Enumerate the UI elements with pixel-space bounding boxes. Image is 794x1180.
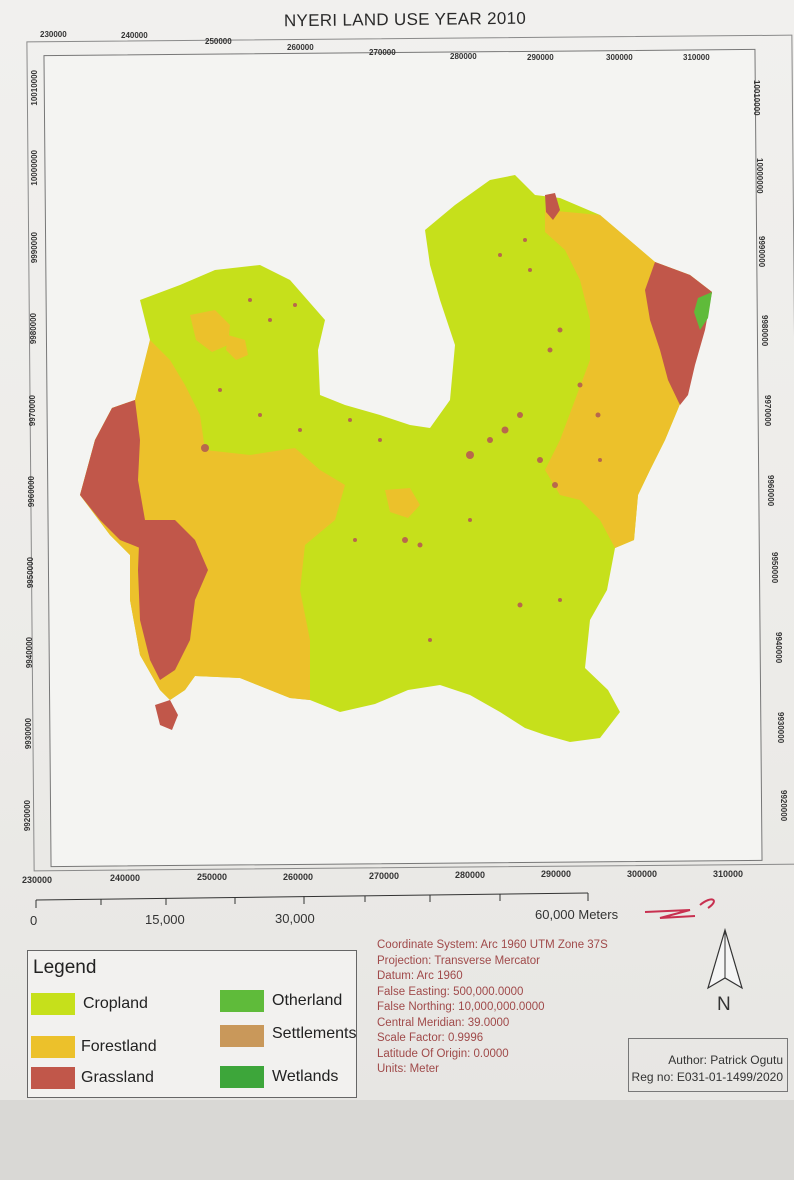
crs-line: Scale Factor: 0.9996 bbox=[377, 1032, 484, 1044]
coordinate-system-info: Coordinate System: Arc 1960 UTM Zone 37S… bbox=[377, 938, 608, 1078]
northing-tick-right: 10000000 bbox=[755, 158, 764, 194]
north-arrow-icon bbox=[706, 927, 744, 990]
easting-tick-bottom: 290000 bbox=[541, 869, 572, 879]
legend-label-grassland: Grassland bbox=[81, 1069, 154, 1086]
grassland-west-2 bbox=[138, 520, 208, 680]
legend-swatch-otherland bbox=[220, 990, 264, 1012]
crs-line: Central Meridian: 39.0000 bbox=[377, 1016, 510, 1029]
legend-label-otherland: Otherland bbox=[272, 992, 343, 1009]
northing-tick-right: 9930000 bbox=[776, 712, 785, 744]
forestland-patch bbox=[190, 310, 230, 352]
legend: Legend Cropland Forestland Grassland Oth… bbox=[27, 950, 357, 1098]
crs-line: Coordinate System: Arc 1960 UTM Zone 37S bbox=[377, 939, 608, 951]
author-name: Author: Patrick Ogutu bbox=[668, 1053, 783, 1067]
forestland-patch bbox=[385, 488, 420, 518]
easting-tick-bottom: 300000 bbox=[627, 869, 658, 879]
northing-tick-right: 9950000 bbox=[770, 552, 779, 584]
crs-line: Latitude Of Origin: 0.0000 bbox=[377, 1047, 509, 1060]
legend-label-settlements: Settlements bbox=[272, 1025, 357, 1042]
easting-tick-bottom: 310000 bbox=[713, 869, 744, 879]
legend-swatch-cropland bbox=[31, 993, 75, 1015]
easting-tick-top: 280000 bbox=[450, 52, 477, 61]
grassland-west bbox=[80, 400, 145, 548]
easting-tick-top: 270000 bbox=[369, 48, 396, 57]
easting-tick-bottom: 250000 bbox=[197, 872, 228, 882]
crs-line: Projection: Transverse Mercator bbox=[377, 954, 540, 967]
easting-tick-top: 260000 bbox=[287, 43, 314, 52]
crs-line: False Northing: 10,000,000.0000 bbox=[377, 1001, 545, 1013]
easting-tick-bottom: 230000 bbox=[22, 875, 53, 885]
northing-tick-right: 9940000 bbox=[774, 632, 783, 664]
easting-tick-bottom: 270000 bbox=[369, 871, 400, 881]
page-edge bbox=[0, 1100, 794, 1180]
easting-tick-top: 290000 bbox=[527, 53, 554, 62]
registration-number: Reg no: E031-01-1499/2020 bbox=[631, 1070, 783, 1084]
legend-label-wetlands: Wetlands bbox=[272, 1068, 339, 1085]
legend-swatch-settlements bbox=[220, 1025, 264, 1047]
grassland-northeast bbox=[545, 193, 560, 220]
easting-tick-bottom: 260000 bbox=[283, 872, 314, 882]
easting-tick-top: 230000 bbox=[40, 30, 67, 39]
grassland-south-tip bbox=[155, 700, 178, 730]
legend-swatch-forestland bbox=[31, 1036, 75, 1058]
legend-swatch-grassland bbox=[31, 1067, 75, 1089]
pen-scribble bbox=[644, 898, 715, 919]
easting-tick-top: 300000 bbox=[606, 53, 633, 62]
easting-tick-bottom: 240000 bbox=[110, 873, 141, 883]
author-box: Author: Patrick Ogutu Reg no: E031-01-14… bbox=[628, 1038, 788, 1092]
legend-swatch-wetlands bbox=[220, 1066, 264, 1088]
crs-line: Units: Meter bbox=[377, 1063, 439, 1075]
otherland-patch bbox=[694, 292, 712, 330]
north-label: N bbox=[717, 994, 731, 1015]
legend-label-cropland: Cropland bbox=[83, 995, 148, 1012]
easting-tick-bottom: 280000 bbox=[455, 870, 486, 880]
forestland-patch bbox=[226, 335, 248, 360]
legend-title: Legend bbox=[33, 957, 97, 978]
grassland-speckles bbox=[201, 238, 602, 642]
scale-label: 15,000 bbox=[145, 912, 185, 927]
scale-label: 60,000 Meters bbox=[535, 907, 619, 922]
northing-tick-right: 9960000 bbox=[766, 475, 775, 507]
easting-tick-top: 240000 bbox=[121, 31, 148, 40]
crs-line: False Easting: 500,000.0000 bbox=[377, 985, 524, 998]
easting-tick-top: 310000 bbox=[683, 53, 710, 62]
northing-tick-right: 9980000 bbox=[760, 315, 769, 347]
grassland-east bbox=[645, 262, 712, 405]
scale-bar bbox=[35, 892, 589, 908]
crs-line: Datum: Arc 1960 bbox=[377, 970, 463, 982]
legend-label-forestland: Forestland bbox=[81, 1038, 157, 1055]
scale-label: 30,000 bbox=[275, 911, 315, 926]
scale-label: 0 bbox=[30, 913, 38, 928]
northing-tick-right: 10010000 bbox=[752, 80, 761, 116]
easting-tick-top: 250000 bbox=[205, 37, 232, 46]
northing-tick-right: 9970000 bbox=[763, 395, 772, 427]
northing-tick-right: 9920000 bbox=[779, 790, 788, 822]
northing-tick-right: 9990000 bbox=[757, 236, 766, 268]
